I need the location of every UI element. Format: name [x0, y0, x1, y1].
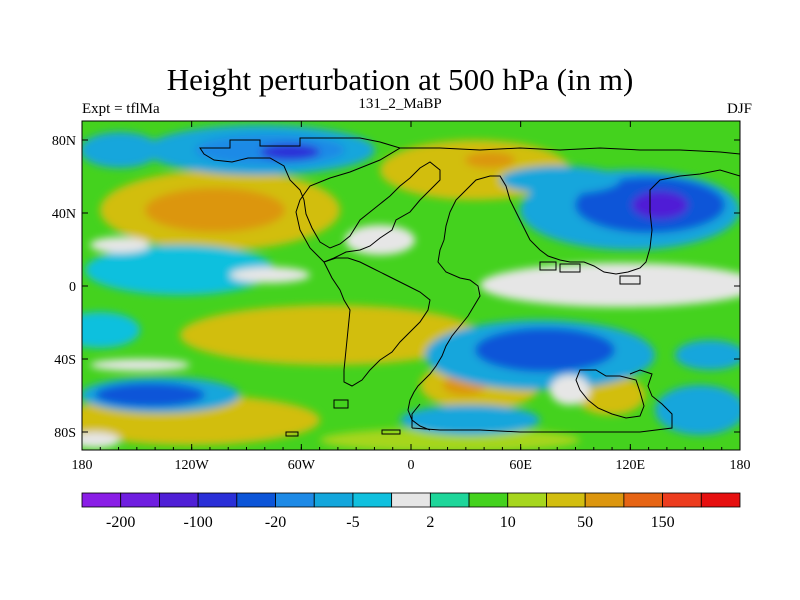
colorbar-swatch	[197, 492, 238, 508]
colorbar-label: -100	[183, 514, 212, 531]
colorbar-label: 150	[651, 514, 675, 531]
colorbar-label: -20	[265, 514, 286, 531]
colorbar-label: -200	[106, 514, 135, 531]
coastline-antarctica	[411, 369, 673, 433]
experiment-label: Expt = tflMa	[82, 101, 160, 117]
contour-field	[82, 121, 740, 450]
colorbar-label: 10	[500, 514, 516, 531]
colorbar-swatch	[507, 492, 547, 508]
colorbar-label: 50	[577, 514, 593, 531]
season-label: DJF	[726, 101, 752, 117]
lon-tick-label: 120E	[616, 458, 646, 473]
lon-tick-label: 120W	[175, 458, 210, 473]
colorbar-swatch	[700, 492, 741, 508]
colorbar-swatch	[584, 492, 625, 508]
colorbar-swatch	[623, 492, 663, 508]
colorbar-swatch	[275, 492, 315, 508]
coastline-africa	[407, 239, 481, 431]
lon-tick-label: 0	[408, 458, 415, 473]
colorbar-swatch	[81, 492, 122, 508]
lon-tick-label: 180	[72, 458, 93, 473]
colorbar-label: -5	[346, 514, 359, 531]
lat-tick-label: 0	[69, 280, 76, 295]
colorbar-swatch	[468, 492, 509, 508]
lat-tick-label: 40S	[54, 353, 76, 368]
lat-tick-label: 80N	[52, 134, 76, 149]
colorbar-swatch	[391, 492, 431, 508]
lon-tick-label: 60E	[509, 458, 532, 473]
colorbar-swatch	[352, 492, 393, 508]
colorbar-swatch	[236, 492, 276, 508]
coastlines	[199, 137, 740, 437]
colorbar-swatch	[546, 492, 586, 508]
coastline-australia	[575, 369, 645, 419]
colorbar-swatch	[159, 492, 199, 508]
lon-tick-label: 60W	[288, 458, 316, 473]
coastline-islands	[285, 261, 641, 437]
colorbar-swatch	[120, 492, 160, 508]
chart-title: Height perturbation at 500 hPa (in m)	[166, 62, 634, 97]
colorbar-swatch	[313, 492, 354, 508]
lon-tick-label: 180	[730, 458, 751, 473]
axes: 80N 40N 0 40S 80S 180 120W 60W 0 60E 120E 180	[52, 121, 751, 473]
colorbar-label: 2	[426, 514, 434, 531]
lat-tick-label: 40N	[52, 207, 76, 222]
colorbar: -200 -100 -20 -5 2 10 50 150	[81, 492, 741, 531]
coastline-south-america	[323, 257, 431, 387]
run-label: 131_2_MaBP	[358, 96, 442, 112]
lat-tick-label: 80S	[54, 426, 76, 441]
colorbar-swatch	[662, 492, 702, 508]
colorbar-swatch	[429, 492, 470, 508]
coastline-eurasia	[400, 147, 740, 275]
